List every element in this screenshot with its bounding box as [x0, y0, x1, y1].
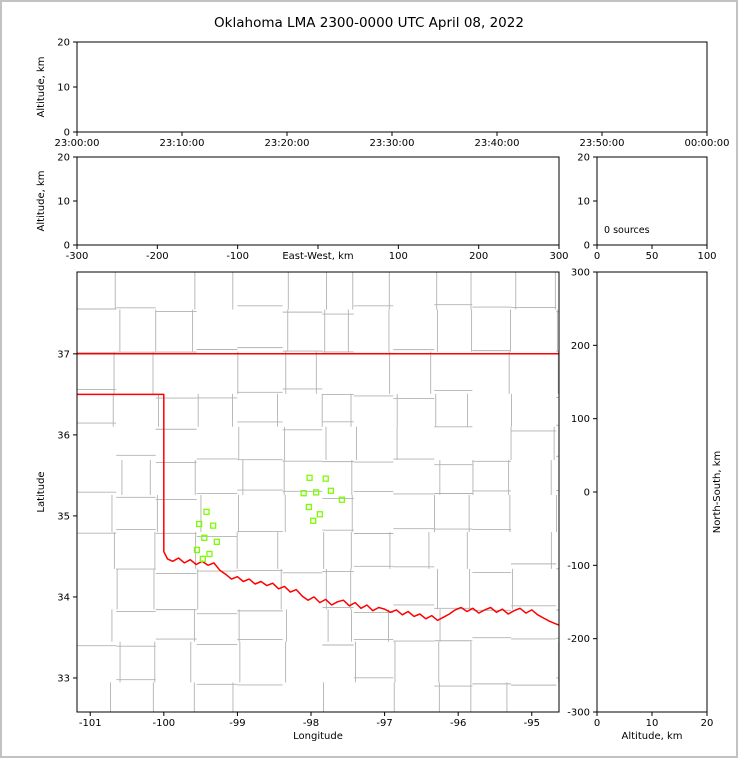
panel-border: [76, 41, 708, 133]
x-tick-label: 23:00:00: [55, 138, 100, 149]
y-tick-label: 0: [584, 241, 590, 252]
lma-station-marker: [209, 522, 217, 529]
x-tick-label: 23:40:00: [475, 138, 520, 149]
panel-bg: [597, 272, 707, 712]
x-tick-label: 23:50:00: [580, 138, 625, 149]
x-tick-label: 0: [594, 718, 600, 729]
x-tick-label: 23:30:00: [370, 138, 415, 149]
x-tick-label: 0: [594, 251, 600, 262]
y-tick-label: 10: [57, 197, 70, 208]
lma-station-marker: [213, 538, 220, 545]
y-tick-label: 20: [57, 153, 70, 164]
y-tick-label: 10: [57, 83, 70, 94]
state-border-line: [77, 393, 559, 626]
y-tick-label: 300: [571, 268, 590, 279]
panel-border: [596, 271, 708, 713]
lma-station-marker: [305, 503, 312, 511]
lma-station-marker: [196, 520, 203, 528]
y-tick-label: 35: [57, 511, 70, 522]
lma-station-marker: [313, 489, 320, 496]
y-tick-label: -100: [567, 561, 590, 572]
x-tick-label: 300: [549, 251, 568, 262]
x-axis-label: Altitude, km: [622, 731, 683, 742]
panel-map: -101 -100 -99 -98 -97 -96 -95 33 34 35 36 37 Longitu…: [36, 271, 560, 742]
y-tick-label: 37: [57, 349, 70, 360]
x-tick-label: -97: [376, 718, 392, 729]
x-tick-label: -101: [79, 718, 102, 729]
x-tick-label: -99: [229, 718, 245, 729]
x-tick-label: 00:00:00: [685, 138, 730, 149]
lma-station-marker: [201, 534, 208, 541]
y-axis-label: Altitude, km: [36, 171, 47, 232]
panel-bg: [77, 157, 559, 245]
y-tick-label: 20: [57, 38, 70, 49]
y-axis-label: North-South, km: [712, 451, 723, 534]
lma-station-marker: [338, 496, 346, 503]
x-tick-label: -98: [303, 718, 319, 729]
y-tick-label: 0: [64, 241, 70, 252]
lma-station-marker: [310, 517, 317, 524]
panel-ns-height: 0 10 20 -300 -200 -100 0 100 200 300 Altitude, km N…: [567, 268, 723, 743]
lma-station-marker: [203, 508, 210, 516]
x-tick-label: -100: [226, 251, 249, 262]
y-tick-label: 34: [57, 592, 70, 603]
x-tick-label: 50: [646, 251, 659, 262]
panel-ew-height: -300 -200 -100 100 200 300 0 10 20 East-West, km A…: [36, 153, 569, 263]
x-tick-label: 100: [389, 251, 408, 262]
panel-time-height: 23:00:00 23:10:00 23:20:00 23:30:00 23:40:00…: [36, 38, 729, 150]
x-axis-label: Longitude: [293, 731, 343, 742]
lma-station-marker: [300, 490, 307, 497]
y-tick-label: 100: [571, 414, 590, 425]
x-tick-label: 200: [469, 251, 488, 262]
x-axis-label: East-West, km: [282, 251, 353, 262]
y-tick-label: 20: [577, 153, 590, 164]
y-tick-label: 33: [57, 673, 70, 684]
x-tick-label: -96: [450, 718, 466, 729]
map-layers: [77, 272, 559, 712]
sources-count-label: 0 sources: [604, 225, 650, 236]
x-tick-label: -95: [524, 718, 540, 729]
y-tick-label: 10: [577, 197, 590, 208]
y-axis-label: Altitude, km: [36, 57, 47, 118]
x-tick-label: -300: [66, 251, 89, 262]
panel-border: [596, 156, 708, 246]
x-tick-label: 23:10:00: [160, 138, 205, 149]
panel-alt-histogram: 0 50 100 0 10 20 0 sources: [577, 153, 716, 263]
lma-station-marker: [206, 550, 213, 558]
x-tick-label: 10: [646, 718, 659, 729]
lma-station-marker: [193, 546, 201, 554]
y-tick-label: 0: [584, 488, 590, 499]
y-tick-label: -300: [567, 708, 590, 719]
panel-border: [76, 156, 560, 246]
lma-station-marker: [316, 511, 323, 518]
y-tick-label: -200: [567, 634, 590, 645]
panel-border: [76, 271, 560, 713]
lma-station-marker: [199, 555, 206, 563]
x-tick-label: -200: [146, 251, 169, 262]
x-tick-label: 23:20:00: [265, 138, 310, 149]
lma-station-marker: [327, 487, 335, 494]
x-tick-label: 100: [697, 251, 716, 262]
county-boundaries: [77, 272, 559, 712]
x-tick-label: 20: [701, 718, 714, 729]
y-tick-label: 36: [57, 430, 70, 441]
lma-station-marker: [322, 475, 329, 482]
lma-station-marker: [306, 474, 313, 481]
x-tick-label: -100: [152, 718, 175, 729]
figure-title: Oklahoma LMA 2300-0000 UTC April 08, 202…: [214, 15, 524, 31]
panel-bg: [77, 42, 707, 132]
y-axis-label: Latitude: [36, 471, 47, 512]
y-tick-label: 0: [64, 128, 70, 139]
panel-bg: [597, 157, 707, 245]
y-tick-label: 200: [571, 341, 590, 352]
